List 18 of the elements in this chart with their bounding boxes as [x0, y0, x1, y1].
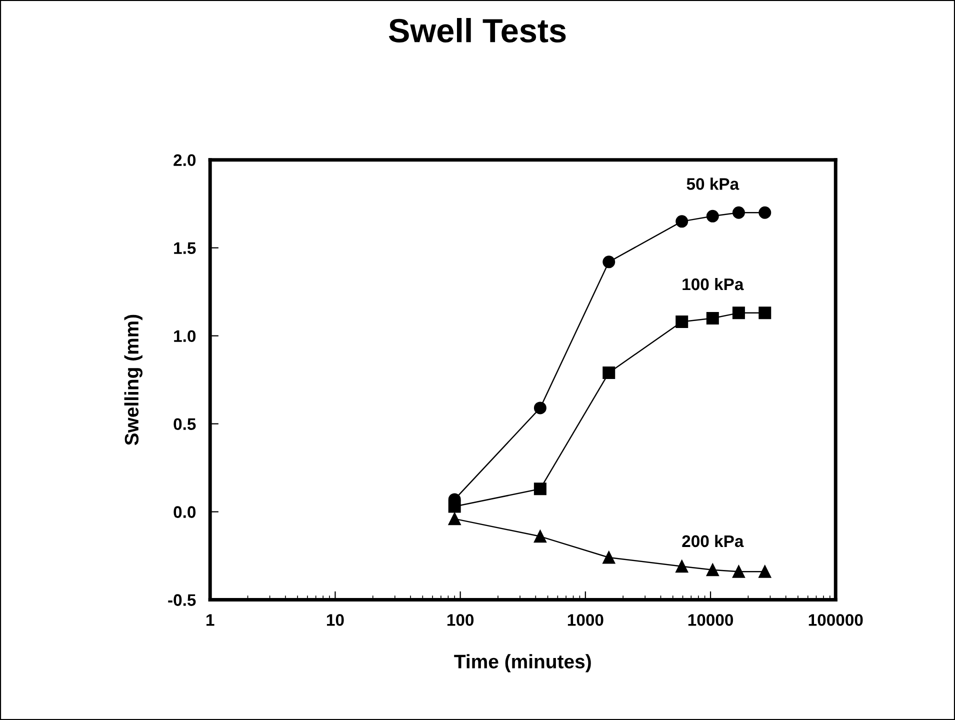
x-tick-label: 100	[447, 614, 474, 626]
x-tick-label: 10	[326, 614, 344, 626]
y-tick-label: 2.0	[174, 154, 196, 166]
x-tick-label: 1000	[568, 614, 604, 626]
y-tick-label: 0.0	[174, 506, 196, 518]
x-tick-label: 10000	[688, 614, 734, 626]
y-tick-label: 1.5	[174, 242, 196, 254]
y-tick-label: 1.0	[174, 330, 196, 342]
y-tick-label: 0.5	[174, 418, 196, 430]
series-label: 50 kPa	[686, 178, 740, 190]
series-label: 100 kPa	[682, 278, 744, 290]
chart-title: Swell Tests	[388, 18, 566, 42]
y-tick-label: -0.5	[168, 594, 196, 606]
y-axis-title: Swelling (mm)	[124, 314, 142, 446]
series-label: 200 kPa	[682, 534, 744, 548]
x-tick-label: 1	[206, 614, 214, 626]
x-axis-title: Time (minutes)	[454, 654, 591, 672]
x-tick-label: 100000	[808, 614, 863, 626]
